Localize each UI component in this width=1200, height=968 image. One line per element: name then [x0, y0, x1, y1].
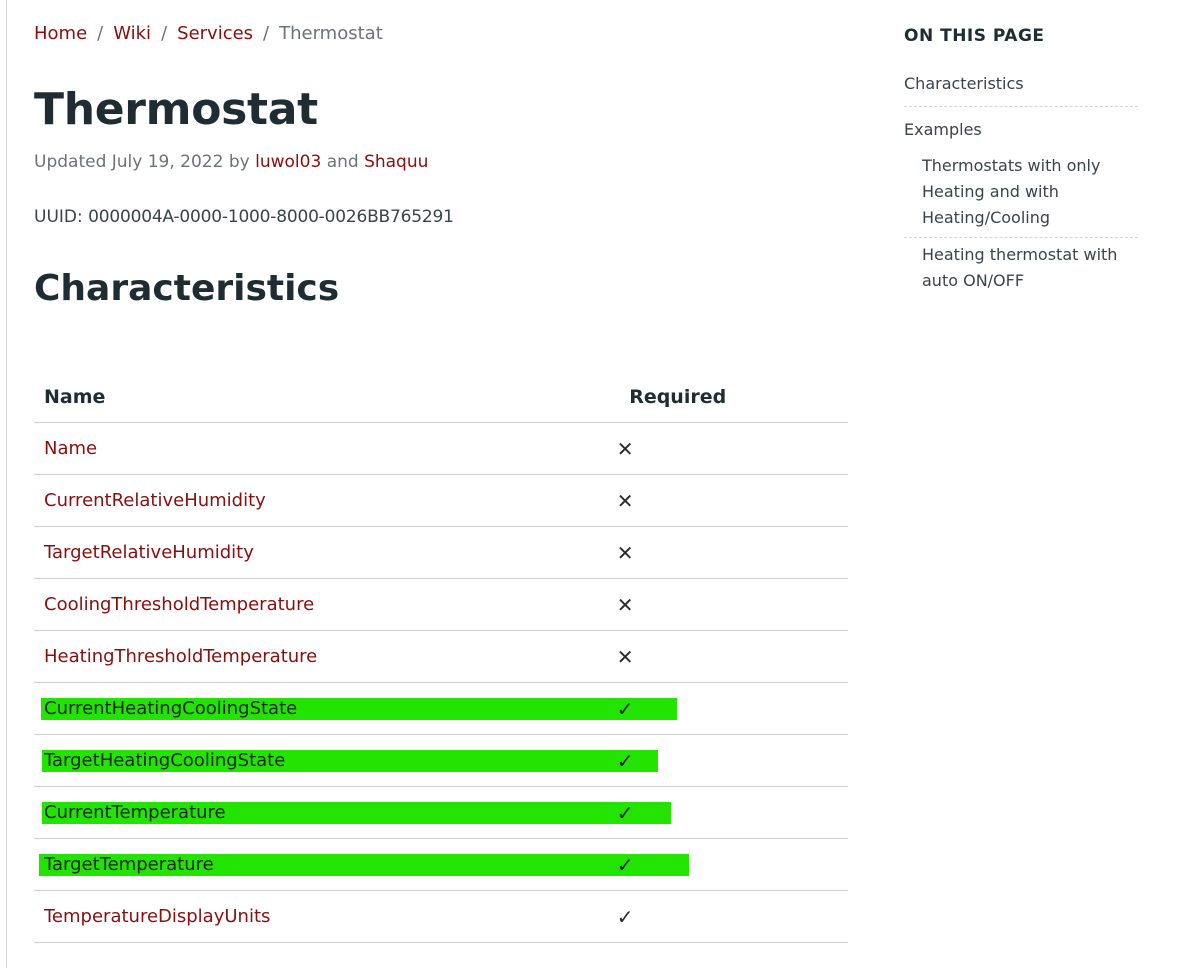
- required-cell: ✓: [617, 682, 848, 735]
- and-text: and: [326, 152, 359, 172]
- characteristic-link[interactable]: TargetRelativeHumidity: [44, 542, 254, 563]
- characteristic-name-cell: CurrentHeatingCoolingState: [34, 682, 677, 735]
- required-cell: ✕: [617, 422, 848, 475]
- characteristic-name-cell: TargetTemperature: [34, 838, 689, 891]
- characteristic-link[interactable]: CurrentHeatingCoolingState: [44, 698, 298, 719]
- characteristic-link[interactable]: CoolingThresholdTemperature: [44, 594, 315, 615]
- toc-link-examples[interactable]: Examples: [904, 120, 982, 139]
- characteristic-name-cell: CoolingThresholdTemperature: [34, 578, 620, 631]
- table-row: TargetTemperature ✓: [34, 838, 848, 891]
- table-row: TargetHeatingCoolingState ✓: [34, 734, 848, 787]
- table-row: HeatingThresholdTemperature ✕: [34, 630, 848, 683]
- highlight-bar: [41, 698, 677, 720]
- characteristic-name-cell: HeatingThresholdTemperature: [34, 630, 620, 683]
- checkmark-icon: ✓: [616, 696, 634, 721]
- breadcrumb-separator: /: [97, 23, 104, 44]
- cross-icon: ✕: [616, 540, 634, 565]
- characteristic-link[interactable]: CurrentRelativeHumidity: [44, 490, 266, 511]
- breadcrumb-current: Thermostat: [279, 23, 383, 44]
- characteristics-heading: Characteristics: [34, 268, 340, 309]
- table-row: TargetRelativeHumidity ✕: [34, 526, 848, 579]
- characteristic-link[interactable]: TargetHeatingCoolingState: [44, 750, 286, 771]
- characteristic-name-cell: Name: [34, 422, 620, 475]
- required-cell: ✓: [617, 734, 848, 787]
- table-row: TemperatureDisplayUnits ✓: [34, 890, 848, 943]
- checkmark-icon: ✓: [616, 800, 634, 825]
- breadcrumb-services[interactable]: Services: [177, 23, 254, 44]
- toc-link-heating-thermostat-auto[interactable]: Heating thermostat with auto ON/OFF: [922, 245, 1118, 290]
- breadcrumb-home[interactable]: Home: [34, 23, 88, 44]
- column-header-name: Name: [34, 371, 620, 423]
- checkmark-icon: ✓: [616, 904, 634, 929]
- breadcrumb-wiki[interactable]: Wiki: [113, 23, 152, 44]
- required-cell: ✕: [617, 474, 848, 527]
- author-link-shaquu[interactable]: Shaquu: [364, 152, 429, 172]
- breadcrumb-separator: /: [263, 23, 270, 44]
- page-meta: Updated July 19, 2022 by luwol03 and Sha…: [34, 152, 428, 172]
- breadcrumb-separator: /: [161, 23, 168, 44]
- breadcrumb: Home / Wiki / Services / Thermostat: [34, 23, 383, 44]
- column-header-required: Required: [619, 371, 848, 423]
- checkmark-icon: ✓: [616, 852, 634, 877]
- cross-icon: ✕: [616, 488, 634, 513]
- uuid-value: 0000004A-0000-1000-8000-0026BB765291: [88, 207, 454, 227]
- characteristic-link[interactable]: TargetTemperature: [44, 854, 214, 875]
- uuid-label: UUID:: [34, 207, 83, 227]
- highlight-bar: [42, 750, 658, 772]
- characteristic-link[interactable]: TemperatureDisplayUnits: [44, 906, 271, 927]
- author-link-luwol03[interactable]: luwol03: [255, 152, 322, 172]
- required-cell: ✕: [617, 578, 848, 631]
- required-cell: ✓: [617, 786, 848, 839]
- checkmark-icon: ✓: [616, 748, 634, 773]
- updated-text: Updated July 19, 2022 by: [34, 152, 250, 172]
- characteristics-table: Name Required Name ✕ CurrentRelativeHumidi…: [34, 371, 848, 943]
- highlight-bar: [42, 802, 671, 824]
- required-cell: ✕: [617, 526, 848, 579]
- required-cell: ✕: [617, 630, 848, 683]
- table-row: Name ✕: [34, 422, 848, 475]
- table-body: Name ✕ CurrentRelativeHumidity ✕ TargetRelat…: [34, 422, 848, 943]
- highlight-bar: [39, 854, 689, 876]
- left-border: [6, 0, 7, 968]
- toc-title: ON THIS PAGE: [904, 26, 1045, 46]
- page-title: Thermostat: [34, 84, 318, 135]
- characteristic-name-cell: CurrentTemperature: [34, 786, 671, 839]
- cross-icon: ✕: [616, 436, 634, 461]
- characteristic-name-cell: TemperatureDisplayUnits: [34, 890, 620, 943]
- toc-link-characteristics[interactable]: Characteristics: [904, 74, 1024, 93]
- characteristic-name-cell: TargetRelativeHumidity: [34, 526, 620, 579]
- cross-icon: ✕: [616, 644, 634, 669]
- characteristic-link[interactable]: CurrentTemperature: [44, 802, 226, 823]
- characteristic-link[interactable]: Name: [44, 438, 98, 459]
- table-row: CurrentTemperature ✓: [34, 786, 848, 839]
- uuid-line: UUID: 0000004A-0000-1000-8000-0026BB7652…: [34, 207, 454, 227]
- required-cell: ✓: [617, 838, 848, 891]
- characteristic-link[interactable]: HeatingThresholdTemperature: [44, 646, 318, 667]
- toc-divider: [904, 106, 1138, 107]
- characteristic-name-cell: CurrentRelativeHumidity: [34, 474, 620, 527]
- toc-link-thermostats-heating-cooling[interactable]: Thermostats with only Heating and with H…: [922, 156, 1101, 227]
- table-row: CurrentRelativeHumidity ✕: [34, 474, 848, 527]
- cross-icon: ✕: [616, 592, 634, 617]
- required-cell: ✓: [617, 890, 848, 943]
- table-header-row: Name Required: [34, 371, 848, 423]
- toc-divider: [904, 237, 1138, 238]
- table-row: CoolingThresholdTemperature ✕: [34, 578, 848, 631]
- characteristic-name-cell: TargetHeatingCoolingState: [34, 734, 658, 787]
- table-row: CurrentHeatingCoolingState ✓: [34, 682, 848, 735]
